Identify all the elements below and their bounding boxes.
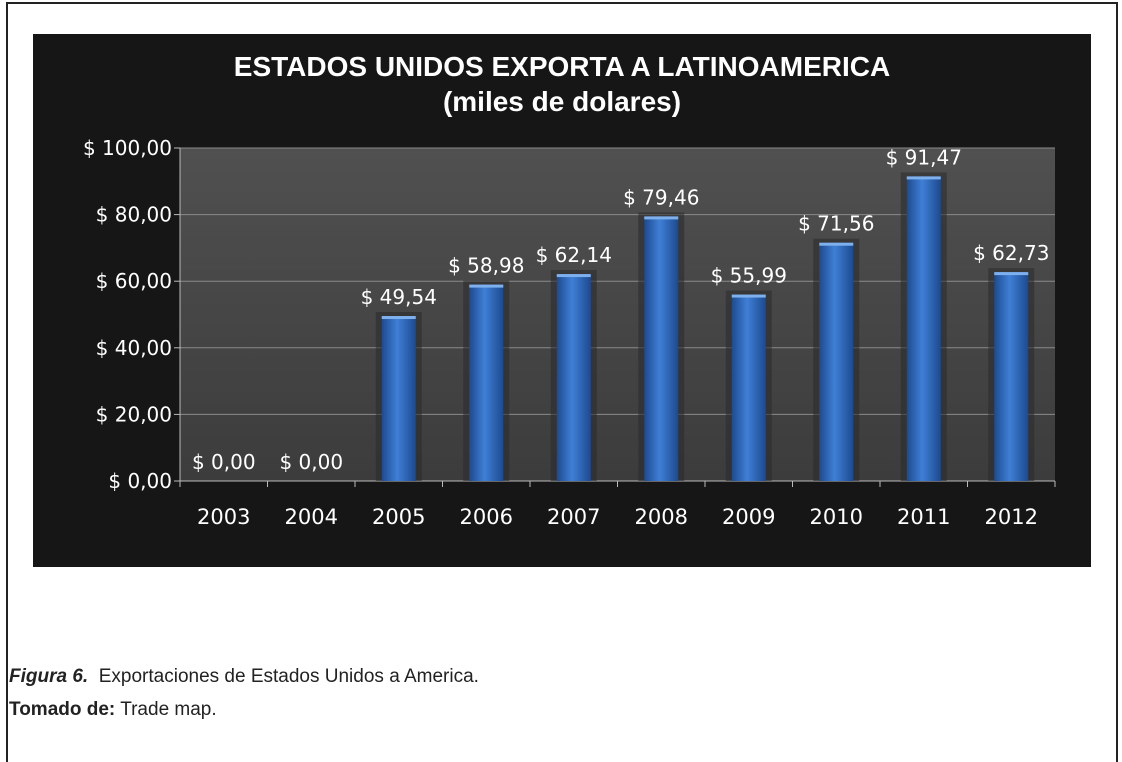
bar (906, 176, 941, 481)
data-label: $ 0,00 (192, 450, 256, 474)
source-caption: Tomado de: Trade map. (9, 699, 217, 721)
bar-chart: $ 0,00 $ 20,00 $ 40,00 $ 60,00 $ 80,00 $ 100,… (83, 136, 1056, 529)
x-tick-label: 2007 (547, 505, 600, 529)
bar-top-highlight (381, 316, 416, 320)
bar (819, 242, 854, 481)
page-frame (6, 2, 1118, 762)
data-label: $ 58,98 (448, 254, 524, 278)
x-tick-label: 2006 (460, 505, 513, 529)
x-tick-label: 2012 (985, 505, 1038, 529)
bar-top-highlight (994, 272, 1029, 276)
data-label: $ 91,47 (886, 145, 962, 169)
y-tick-label: $ 100,00 (83, 136, 172, 160)
bar-top-highlight (469, 284, 504, 288)
figure-caption: Figura 6. Exportaciones de Estados Unido… (9, 666, 479, 688)
data-label: $ 0,00 (279, 450, 343, 474)
bar (994, 272, 1029, 481)
figure-label: Figura 6. (9, 666, 89, 687)
bar (381, 316, 416, 481)
bar (731, 294, 766, 481)
chart-subtitle: (miles de dolares) (442, 86, 682, 117)
bar (556, 274, 591, 481)
y-tick-label: $ 0,00 (108, 469, 172, 493)
figure-text: Exportaciones de Estados Unidos a Americ… (98, 666, 479, 687)
y-tick-label: $ 60,00 (96, 269, 172, 293)
data-label: $ 62,14 (536, 243, 612, 267)
bar-top-highlight (819, 242, 854, 246)
bar-top-highlight (644, 216, 679, 220)
x-tick-label: 2010 (810, 505, 863, 529)
x-tick-label: 2009 (722, 505, 775, 529)
bar (469, 284, 504, 481)
bar (644, 216, 679, 481)
data-label: $ 49,54 (361, 285, 437, 309)
y-tick-label: $ 20,00 (96, 402, 172, 426)
source-label: Tomado de: (9, 699, 116, 720)
data-label: $ 79,46 (623, 185, 699, 209)
y-tick-label: $ 80,00 (96, 203, 172, 227)
bar-top-highlight (731, 294, 766, 298)
x-tick-label: 2005 (372, 505, 425, 529)
x-tick-label: 2003 (197, 505, 250, 529)
data-label: $ 55,99 (711, 264, 787, 288)
source-text: Trade map. (120, 699, 217, 720)
x-tick-label: 2011 (897, 505, 950, 529)
chart-title: ESTADOS UNIDOS EXPORTA A LATINOAMERICA (233, 51, 891, 82)
bar-top-highlight (556, 274, 591, 278)
chart-panel: ESTADOS UNIDOS EXPORTA A LATINOAMERICA (… (33, 34, 1091, 567)
bar-top-highlight (906, 176, 941, 180)
data-label: $ 62,73 (973, 241, 1049, 265)
x-tick-label: 2004 (285, 505, 338, 529)
data-label: $ 71,56 (798, 212, 874, 236)
y-tick-label: $ 40,00 (96, 336, 172, 360)
x-tick-label: 2008 (635, 505, 688, 529)
